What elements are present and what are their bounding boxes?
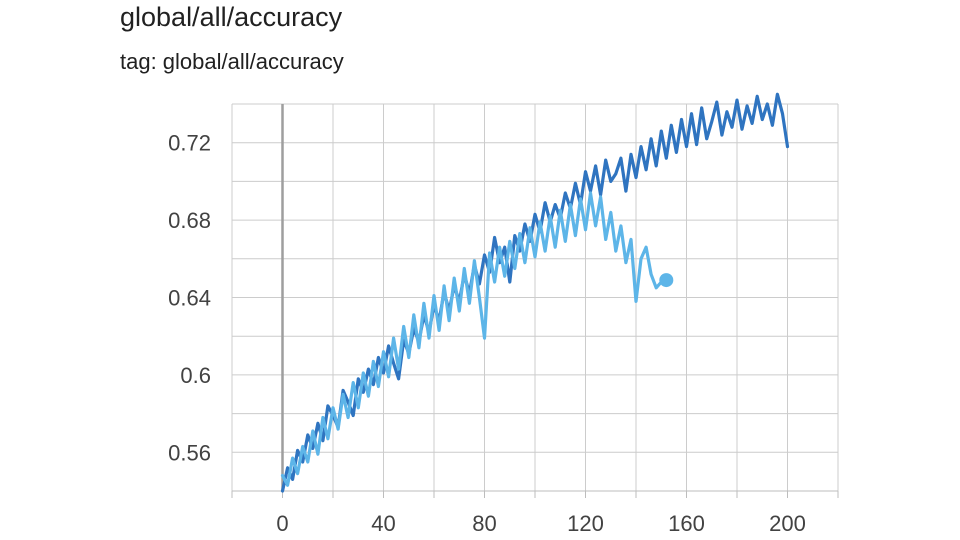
series-line-dark <box>280 92 790 493</box>
chart-tick-labels: 0 40 80 120 160 200 0.56 0.6 0.64 0.68 0.72 <box>168 131 806 536</box>
y-tick-label: 0.68 <box>168 208 211 233</box>
chart-title: global/all/accuracy <box>120 2 343 32</box>
chart-gridlines <box>231 103 839 492</box>
series-line-light <box>280 191 668 487</box>
x-tick-label: 160 <box>668 511 705 536</box>
x-tick-label: 40 <box>371 511 395 536</box>
chart-series-group <box>280 92 790 493</box>
series-end-marker <box>659 273 674 288</box>
x-tick-label: 200 <box>769 511 806 536</box>
chart-tag-subtitle: tag: global/all/accuracy <box>120 49 344 74</box>
y-tick-label: 0.72 <box>168 131 211 156</box>
chart-x-axis <box>231 490 839 498</box>
x-tick-label: 80 <box>472 511 496 536</box>
y-tick-label: 0.56 <box>168 440 211 465</box>
x-tick-label: 0 <box>276 511 288 536</box>
x-tick-label: 120 <box>567 511 604 536</box>
y-tick-label: 0.64 <box>168 286 211 311</box>
y-tick-label: 0.6 <box>180 363 211 388</box>
